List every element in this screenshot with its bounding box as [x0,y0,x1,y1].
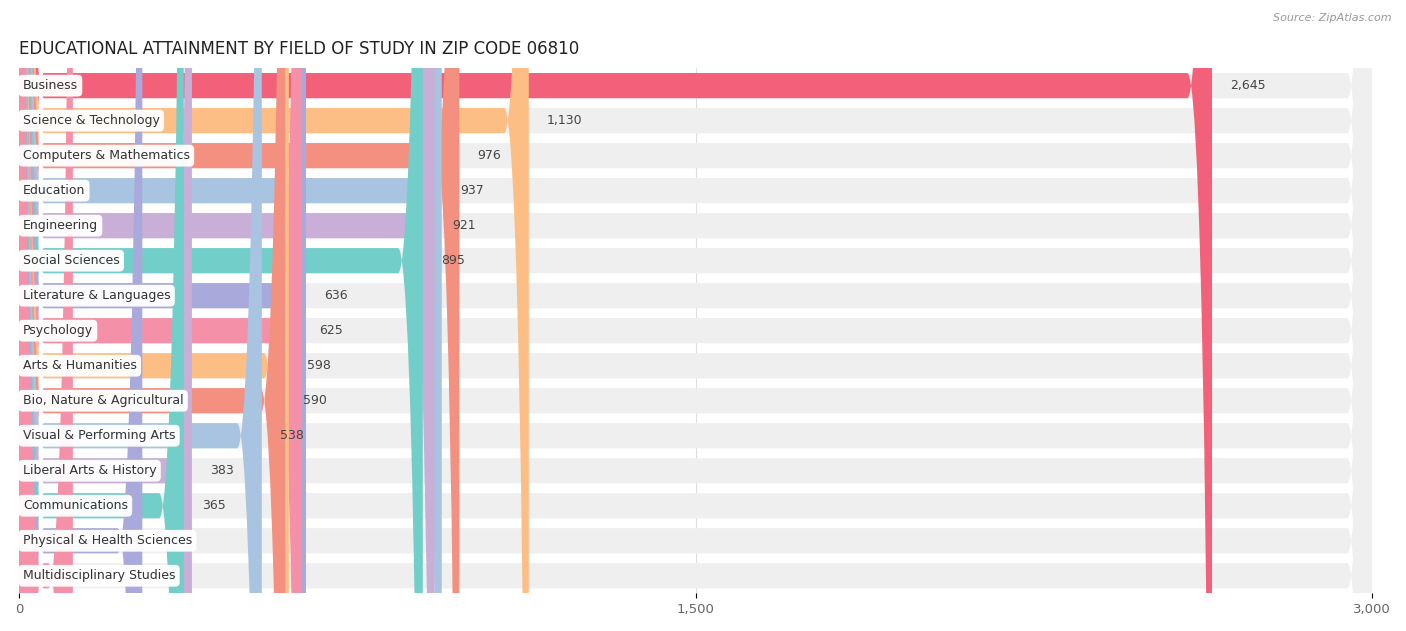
FancyBboxPatch shape [20,0,1372,631]
Text: Visual & Performing Arts: Visual & Performing Arts [22,429,176,442]
FancyBboxPatch shape [20,0,262,631]
FancyBboxPatch shape [20,0,1372,631]
FancyBboxPatch shape [20,0,142,631]
FancyBboxPatch shape [20,0,529,631]
FancyBboxPatch shape [20,0,423,631]
Text: 119: 119 [91,569,114,582]
FancyBboxPatch shape [20,0,1372,631]
Text: 976: 976 [478,149,501,162]
Text: 625: 625 [319,324,343,337]
FancyBboxPatch shape [20,0,1372,631]
Text: Science & Technology: Science & Technology [22,114,160,127]
Text: 598: 598 [307,359,330,372]
Text: 273: 273 [160,534,184,547]
FancyBboxPatch shape [20,0,1372,631]
Text: Multidisciplinary Studies: Multidisciplinary Studies [22,569,176,582]
FancyBboxPatch shape [20,0,1372,631]
FancyBboxPatch shape [20,0,434,631]
Text: 895: 895 [441,254,465,267]
Text: 2,645: 2,645 [1230,79,1265,92]
FancyBboxPatch shape [20,0,1372,631]
Text: Education: Education [22,184,86,197]
FancyBboxPatch shape [20,0,191,631]
FancyBboxPatch shape [20,0,307,631]
Text: 921: 921 [453,219,477,232]
FancyBboxPatch shape [20,0,1372,631]
Text: Computers & Mathematics: Computers & Mathematics [22,149,190,162]
Text: Bio, Nature & Agricultural: Bio, Nature & Agricultural [22,394,183,407]
FancyBboxPatch shape [20,0,301,631]
Text: Communications: Communications [22,499,128,512]
FancyBboxPatch shape [20,0,73,631]
FancyBboxPatch shape [20,0,1372,631]
FancyBboxPatch shape [20,0,1372,631]
Text: 937: 937 [460,184,484,197]
FancyBboxPatch shape [20,0,1372,631]
FancyBboxPatch shape [20,0,184,631]
FancyBboxPatch shape [20,0,460,631]
FancyBboxPatch shape [20,0,1212,631]
Text: Engineering: Engineering [22,219,98,232]
Text: 636: 636 [323,289,347,302]
Text: Source: ZipAtlas.com: Source: ZipAtlas.com [1274,13,1392,23]
Text: Physical & Health Sciences: Physical & Health Sciences [22,534,193,547]
Text: Business: Business [22,79,77,92]
FancyBboxPatch shape [20,0,1372,631]
Text: EDUCATIONAL ATTAINMENT BY FIELD OF STUDY IN ZIP CODE 06810: EDUCATIONAL ATTAINMENT BY FIELD OF STUDY… [20,40,579,58]
FancyBboxPatch shape [20,0,1372,631]
Text: Literature & Languages: Literature & Languages [22,289,170,302]
Text: Social Sciences: Social Sciences [22,254,120,267]
Text: Psychology: Psychology [22,324,93,337]
FancyBboxPatch shape [20,0,441,631]
FancyBboxPatch shape [20,0,1372,631]
Text: 590: 590 [304,394,328,407]
Text: 383: 383 [209,464,233,477]
FancyBboxPatch shape [20,0,288,631]
Text: Liberal Arts & History: Liberal Arts & History [22,464,156,477]
Text: 1,130: 1,130 [547,114,582,127]
Text: Arts & Humanities: Arts & Humanities [22,359,136,372]
Text: 538: 538 [280,429,304,442]
Text: 365: 365 [202,499,225,512]
FancyBboxPatch shape [20,0,1372,631]
FancyBboxPatch shape [20,0,285,631]
